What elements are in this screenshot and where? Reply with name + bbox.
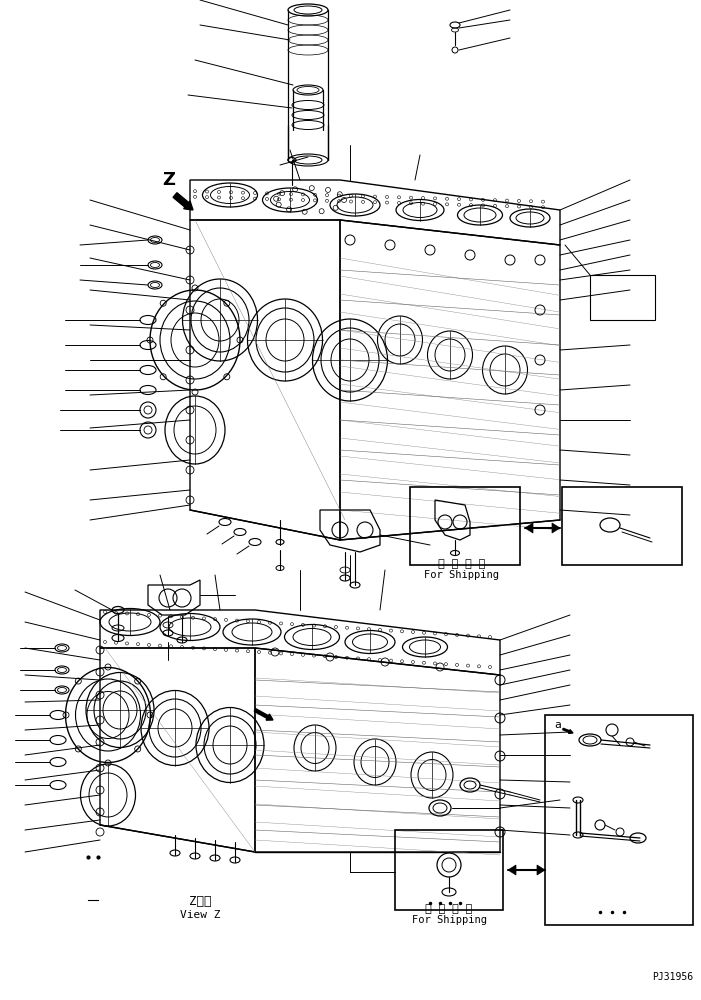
FancyArrow shape <box>563 728 573 733</box>
Polygon shape <box>525 523 533 533</box>
Text: For Shipping: For Shipping <box>411 915 486 925</box>
Text: View Z: View Z <box>179 910 220 920</box>
Text: a: a <box>554 720 561 730</box>
Text: PJ31956: PJ31956 <box>652 972 693 982</box>
Bar <box>410 487 520 565</box>
Bar <box>590 275 655 320</box>
Text: 運 搬 部 品: 運 搬 部 品 <box>438 559 486 569</box>
Text: Z　視: Z 視 <box>189 895 211 908</box>
FancyArrow shape <box>173 193 193 210</box>
Polygon shape <box>508 865 516 875</box>
Bar <box>562 487 682 565</box>
FancyArrow shape <box>254 709 273 720</box>
Text: 運 搬 部 品: 運 搬 部 品 <box>426 904 472 914</box>
Bar <box>545 715 693 925</box>
Text: For Shipping: For Shipping <box>425 570 500 580</box>
Text: Z: Z <box>162 171 175 189</box>
Polygon shape <box>552 523 560 533</box>
Bar <box>395 830 503 910</box>
Polygon shape <box>537 865 545 875</box>
